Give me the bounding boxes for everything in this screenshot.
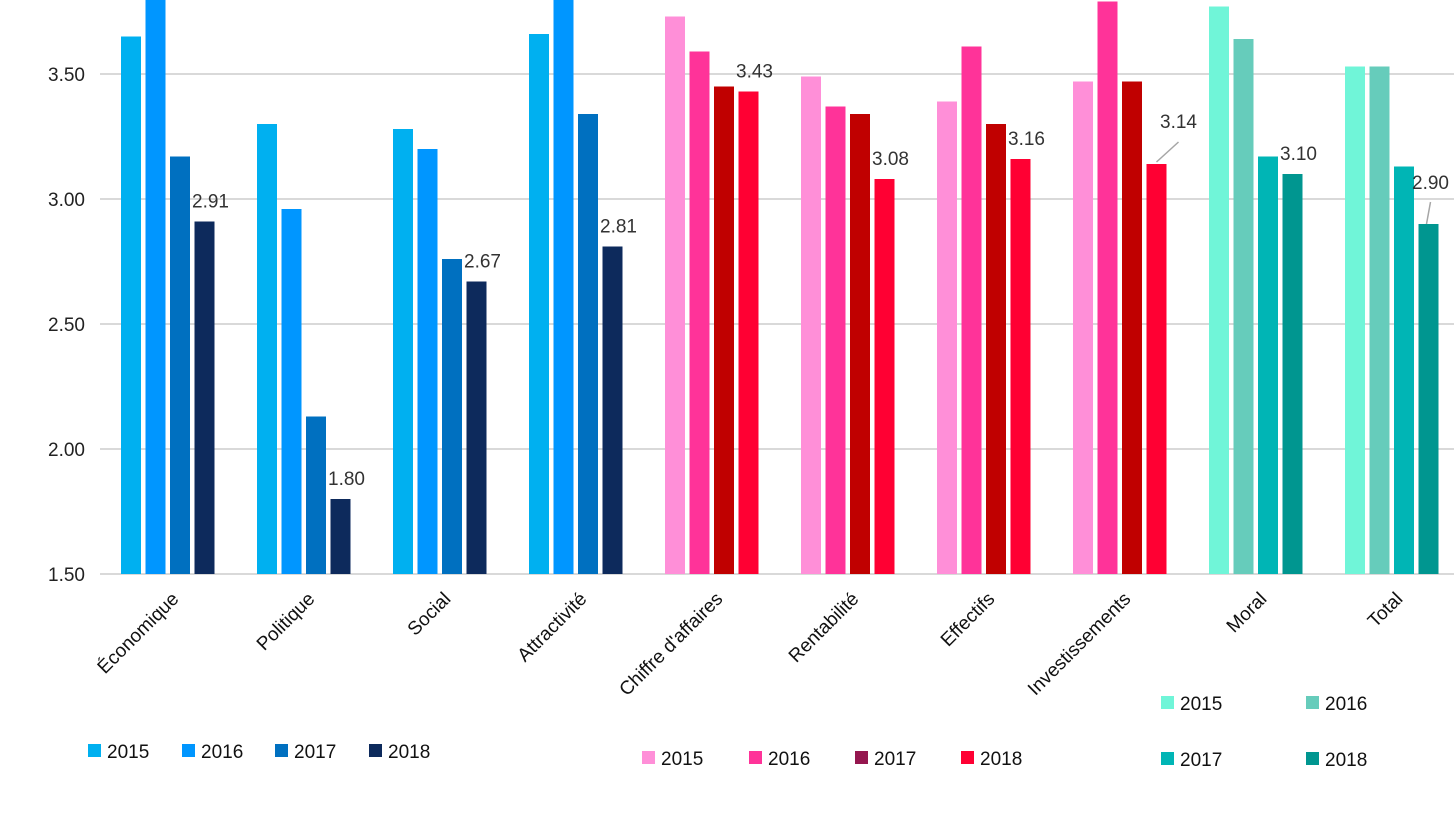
data-label: 3.10 bbox=[1280, 144, 1317, 165]
legend-label: 2016 bbox=[201, 742, 243, 763]
legend-swatch bbox=[1306, 752, 1319, 765]
bar-2017-5 bbox=[850, 114, 870, 574]
bar-2017-8 bbox=[1258, 156, 1278, 574]
legend-label: 2016 bbox=[1325, 694, 1367, 715]
data-label: 2.81 bbox=[600, 217, 637, 238]
bar-2016-2 bbox=[417, 149, 438, 574]
legend-swatch bbox=[369, 744, 382, 757]
legend-swatch bbox=[275, 744, 288, 757]
legend-swatch bbox=[642, 751, 655, 764]
data-label: 1.80 bbox=[328, 469, 365, 490]
leader-line bbox=[1155, 141, 1180, 163]
data-label: 3.16 bbox=[1008, 129, 1045, 150]
bar-2017-9 bbox=[1394, 166, 1414, 574]
data-label: 2.67 bbox=[464, 252, 501, 273]
legend-label: 2015 bbox=[107, 742, 149, 763]
y-tick-label: 3.50 bbox=[48, 65, 85, 86]
legend-label: 2015 bbox=[1180, 694, 1222, 715]
bar-2018-9 bbox=[1418, 224, 1439, 574]
bar-2017-1 bbox=[306, 416, 326, 574]
bar-2015-7 bbox=[1073, 81, 1093, 574]
legend-label: 2018 bbox=[388, 742, 430, 763]
bar-2015-5 bbox=[801, 76, 821, 574]
legend-label: 2016 bbox=[768, 749, 810, 770]
y-tick-label: 1.50 bbox=[48, 565, 85, 586]
y-tick-label: 3.00 bbox=[48, 190, 85, 211]
bar-2016-6 bbox=[961, 46, 982, 574]
data-label: 3.43 bbox=[736, 62, 773, 83]
data-label: 2.90 bbox=[1412, 173, 1449, 194]
x-category-label: Moral bbox=[1223, 589, 1271, 637]
bar-2018-3 bbox=[602, 246, 623, 574]
y-tick-label: 2.00 bbox=[48, 440, 85, 461]
bar-2018-5 bbox=[874, 179, 895, 574]
bar-2018-8 bbox=[1282, 174, 1303, 574]
legend-swatch bbox=[88, 744, 101, 757]
bar-2015-1 bbox=[257, 124, 277, 574]
legend-swatch bbox=[749, 751, 762, 764]
bar-2015-2 bbox=[393, 129, 413, 574]
bar-2015-4 bbox=[665, 16, 685, 574]
bar-2018-2 bbox=[466, 281, 487, 574]
bar-2015-3 bbox=[529, 34, 549, 574]
legend-swatch bbox=[1161, 752, 1174, 765]
legend-label: 2018 bbox=[1325, 750, 1367, 771]
x-category-label: Attractivité bbox=[514, 589, 592, 667]
bar-2015-0 bbox=[121, 36, 141, 574]
x-category-label: Économique bbox=[94, 589, 184, 679]
legend-swatch bbox=[855, 751, 868, 764]
bar-2016-1 bbox=[281, 209, 302, 574]
bar-2018-7 bbox=[1146, 164, 1167, 574]
x-category-label: Investissements bbox=[1024, 589, 1135, 700]
legend-label: 2017 bbox=[294, 742, 336, 763]
legend-label: 2017 bbox=[874, 749, 916, 770]
bar-2017-3 bbox=[578, 114, 598, 574]
x-category-label: Chiffre d'affaires bbox=[616, 589, 728, 701]
legend-label: 2018 bbox=[980, 749, 1022, 770]
bar-2016-0 bbox=[145, 0, 166, 574]
bar-2017-7 bbox=[1122, 81, 1142, 574]
bar-2017-0 bbox=[170, 156, 190, 574]
legend-swatch bbox=[961, 751, 974, 764]
bar-2018-0 bbox=[194, 221, 215, 574]
data-label: 3.14 bbox=[1160, 112, 1197, 133]
x-category-label: Effectifs bbox=[937, 589, 999, 651]
bar-2018-4 bbox=[738, 91, 759, 574]
bar-2017-4 bbox=[714, 86, 734, 574]
legend-label: 2017 bbox=[1180, 750, 1222, 771]
legend-swatch bbox=[1161, 696, 1174, 709]
y-tick-label: 2.50 bbox=[48, 315, 85, 336]
legend-swatch bbox=[1306, 696, 1319, 709]
x-category-label: Total bbox=[1364, 589, 1407, 632]
x-category-label: Rentabilité bbox=[785, 589, 863, 667]
bar-2017-2 bbox=[442, 259, 462, 574]
bar-2016-7 bbox=[1097, 1, 1118, 574]
bar-2016-5 bbox=[825, 106, 846, 574]
leader-line bbox=[1425, 201, 1432, 225]
data-label: 3.08 bbox=[872, 149, 909, 170]
bar-2016-9 bbox=[1369, 66, 1390, 574]
legend-swatch bbox=[182, 744, 195, 757]
x-category-label: Social bbox=[404, 589, 455, 640]
bar-2015-8 bbox=[1209, 6, 1229, 574]
bar-2017-6 bbox=[986, 124, 1006, 574]
bar-2015-6 bbox=[937, 101, 957, 574]
bar-2016-8 bbox=[1233, 39, 1254, 574]
x-category-label: Politique bbox=[253, 589, 319, 655]
bar-2016-3 bbox=[553, 0, 574, 574]
bar-2015-9 bbox=[1345, 66, 1365, 574]
data-label: 2.91 bbox=[192, 192, 229, 213]
legend-label: 2015 bbox=[661, 749, 703, 770]
bar-2018-1 bbox=[330, 499, 351, 574]
bar-2016-4 bbox=[689, 51, 710, 574]
bar-2018-6 bbox=[1010, 159, 1031, 574]
